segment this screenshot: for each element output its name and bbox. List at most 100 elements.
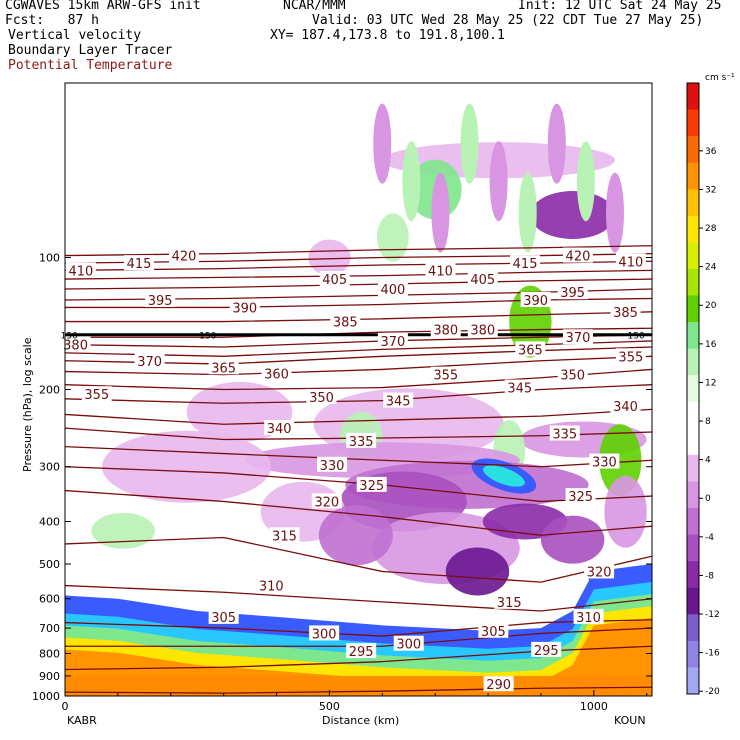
- colorbar: 36 32 28 24 20 16 12 8 4 0 -4 -8 -12 -16 -20: [686, 82, 720, 697]
- velocity-streak: [373, 103, 392, 184]
- colorbar-label: -12: [705, 610, 720, 620]
- theta-label-box: [269, 527, 300, 543]
- theta-label-box: [65, 262, 96, 278]
- theta-label: 325: [359, 479, 384, 494]
- theta-label-box: [430, 321, 461, 337]
- y-tick-label: 900: [39, 670, 60, 683]
- colorbar-swatch: [687, 561, 699, 589]
- theta-contour-380: [65, 327, 652, 338]
- theta-label: 365: [211, 361, 236, 376]
- theta-label-box: [229, 299, 260, 315]
- theta-label-box: [81, 386, 112, 402]
- colorbar-label: 8: [705, 417, 711, 427]
- theta-label: 420: [172, 250, 197, 265]
- theta-label-box: [264, 420, 295, 436]
- colorbar-swatch: [687, 136, 699, 164]
- velocity-streak: [460, 103, 479, 184]
- theta-label: 360: [264, 368, 289, 383]
- theta-label: 405: [322, 273, 347, 288]
- theta-label-box: [60, 336, 91, 352]
- theta-contour-355: [65, 355, 652, 376]
- y-tick-label: 800: [39, 648, 60, 661]
- theta-label-box: [610, 303, 641, 319]
- colorbar-label: 36: [705, 147, 717, 157]
- theta-contour-345: [65, 384, 652, 404]
- colorbar-label: 24: [705, 263, 717, 273]
- theta-label-box: [557, 366, 588, 382]
- theta-label-box: [306, 388, 337, 404]
- colorbar-label: -8: [705, 571, 714, 581]
- theta-contour-290: [65, 686, 652, 694]
- theta-label: 390: [232, 301, 257, 316]
- y-tick-label: 200: [39, 384, 60, 397]
- contour-labels: 420 415 410 395 390 405 400 410 405 415 420 410 390 3…: [60, 247, 646, 693]
- theta-label: 320: [587, 565, 612, 580]
- theta-contour-385: [65, 311, 652, 323]
- colorbar-swatch: [687, 215, 699, 243]
- theta-label: 290: [486, 678, 511, 693]
- colorbar-swatch: [687, 242, 699, 270]
- colorbar-label: -20: [705, 687, 720, 697]
- velocity-region: [445, 547, 510, 596]
- colorbar-swatch: [687, 587, 699, 615]
- y-tick-label: 400: [39, 516, 60, 529]
- theta-contour-310: [65, 584, 652, 612]
- x-tick-label: 500: [319, 700, 340, 713]
- theta-contour-390: [65, 297, 652, 309]
- theta-label-box: [261, 365, 292, 381]
- colorbar-swatch: [687, 375, 699, 403]
- velocity-region: [308, 239, 351, 276]
- theta-label: 335: [552, 428, 577, 443]
- y-tick-label: 1000: [32, 690, 60, 703]
- theta-label-box: [377, 332, 408, 348]
- colorbar-unit: cm s⁻¹: [705, 73, 735, 83]
- theta-label: 310: [576, 611, 601, 626]
- init-time: Init: 12 UTC Sat 24 May 25: [518, 0, 722, 13]
- theta-label-box: [134, 352, 165, 368]
- theta-label-box: [510, 255, 541, 271]
- velocity-region: [604, 475, 647, 548]
- theta-label: 355: [618, 350, 643, 365]
- theta-label: 415: [513, 257, 538, 272]
- colorbar-label: 16: [705, 340, 717, 350]
- x-axis-label: Distance (km): [322, 714, 399, 727]
- colorbar-swatch: [687, 640, 699, 668]
- valid-time: Valid: 03 UTC Wed 28 May 25 (22 CDT Tue …: [312, 13, 704, 28]
- y-tick-label: 500: [39, 558, 60, 571]
- theta-label-box: [309, 625, 340, 641]
- forecast-hour: Fcst: 87 h: [5, 13, 99, 28]
- theta-label: 385: [613, 306, 638, 321]
- theta-contour-360: [65, 346, 652, 365]
- theta-label-box: [520, 291, 551, 307]
- colorbar-swatch: [687, 348, 699, 376]
- velocity-streak: [605, 172, 624, 253]
- velocity-streak: [576, 141, 595, 222]
- colorbar-swatch: [687, 268, 699, 297]
- velocity-region: [102, 430, 272, 503]
- theta-contour-320: [65, 489, 652, 536]
- xy-endpoints: XY= 187.4,173.8 to 191.8,100.1: [270, 28, 505, 43]
- theta-label: 410: [618, 255, 643, 270]
- theta-label-box: [430, 366, 461, 382]
- theta-label: 295: [349, 645, 374, 660]
- field-potential-temperature: Potential Temperature: [8, 58, 173, 73]
- theta-label: 295: [534, 644, 559, 659]
- theta-label-box: [531, 641, 562, 657]
- velocity-streak: [431, 172, 450, 253]
- theta-label: 415: [127, 257, 152, 272]
- x-tick-label: 0: [62, 700, 69, 713]
- theta-label-box: [483, 676, 514, 692]
- theta-label: 350: [309, 391, 334, 406]
- y-tick-label: 600: [39, 593, 60, 606]
- theta-label-box: [562, 329, 593, 345]
- velocity-region: [318, 505, 393, 566]
- theta-label-box: [425, 262, 456, 278]
- colorbar-label: -16: [705, 649, 720, 659]
- theta-label-box: [208, 359, 239, 375]
- colorbar-label: 4: [705, 456, 711, 466]
- colorbar-swatch: [687, 109, 699, 137]
- colorbar-label: 32: [705, 185, 716, 195]
- velocity-region: [91, 512, 155, 549]
- theta-contour-300: [65, 627, 652, 647]
